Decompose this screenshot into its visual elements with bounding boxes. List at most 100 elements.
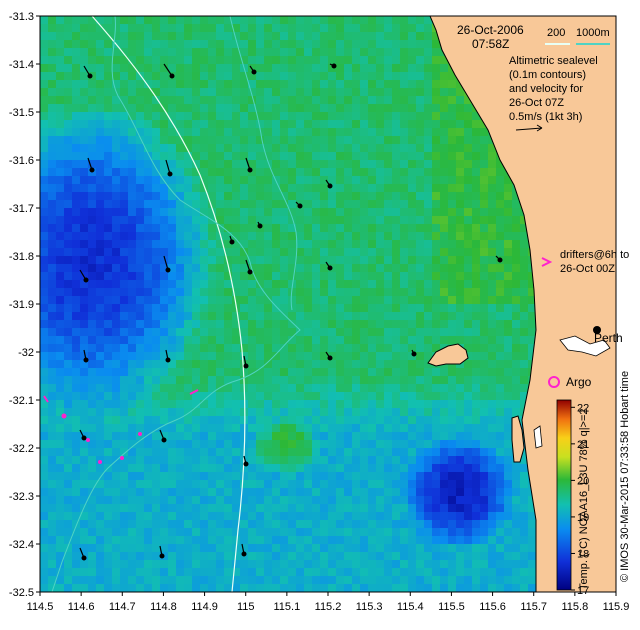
- sst-cell: [360, 168, 368, 176]
- sst-cell: [360, 456, 368, 464]
- sst-cell: [120, 384, 128, 392]
- sst-cell: [200, 360, 208, 368]
- sst-cell: [504, 424, 512, 432]
- sst-cell: [360, 424, 368, 432]
- sst-cell: [352, 32, 360, 40]
- sst-cell: [272, 544, 280, 552]
- sst-cell: [40, 160, 48, 168]
- sst-cell: [368, 480, 376, 488]
- sst-cell: [208, 104, 216, 112]
- sst-cell: [424, 200, 432, 208]
- sst-cell: [144, 120, 152, 128]
- sst-cell: [376, 200, 384, 208]
- sst-cell: [200, 304, 208, 312]
- sst-cell: [360, 96, 368, 104]
- sst-cell: [432, 64, 440, 72]
- sst-cell: [136, 344, 144, 352]
- sst-cell: [376, 344, 384, 352]
- sst-cell: [448, 200, 456, 208]
- sst-cell: [80, 16, 88, 24]
- sst-cell: [384, 376, 392, 384]
- sst-cell: [184, 320, 192, 328]
- sst-cell: [328, 240, 336, 248]
- sst-cell: [288, 496, 296, 504]
- sst-cell: [104, 488, 112, 496]
- sst-cell: [176, 16, 184, 24]
- sst-cell: [344, 200, 352, 208]
- sst-cell: [136, 456, 144, 464]
- sst-cell: [392, 16, 400, 24]
- sst-cell: [64, 80, 72, 88]
- sst-cell: [192, 152, 200, 160]
- sst-cell: [184, 184, 192, 192]
- sst-cell: [400, 32, 408, 40]
- sst-cell: [384, 544, 392, 552]
- sst-cell: [320, 512, 328, 520]
- sst-cell: [48, 128, 56, 136]
- sst-cell: [72, 480, 80, 488]
- sst-cell: [240, 528, 248, 536]
- sst-cell: [304, 256, 312, 264]
- sst-cell: [376, 368, 384, 376]
- sst-cell: [128, 208, 136, 216]
- sst-cell: [192, 224, 200, 232]
- sst-cell: [440, 312, 448, 320]
- sst-cell: [136, 312, 144, 320]
- sst-cell: [320, 72, 328, 80]
- sst-cell: [176, 128, 184, 136]
- sst-cell: [200, 368, 208, 376]
- sst-cell: [304, 224, 312, 232]
- sst-cell: [64, 264, 72, 272]
- sst-cell: [240, 280, 248, 288]
- sst-cell: [520, 296, 528, 304]
- sst-cell: [144, 232, 152, 240]
- sst-cell: [88, 400, 96, 408]
- sst-cell: [56, 504, 64, 512]
- sst-cell: [216, 200, 224, 208]
- sst-cell: [352, 64, 360, 72]
- sst-cell: [104, 424, 112, 432]
- sst-cell: [320, 384, 328, 392]
- sst-cell: [224, 328, 232, 336]
- sst-cell: [216, 504, 224, 512]
- sst-cell: [272, 392, 280, 400]
- sst-cell: [448, 392, 456, 400]
- sst-cell: [48, 184, 56, 192]
- sst-cell: [168, 312, 176, 320]
- sst-cell: [368, 296, 376, 304]
- sst-cell: [456, 224, 464, 232]
- sst-cell: [64, 128, 72, 136]
- sst-cell: [376, 160, 384, 168]
- sst-cell: [56, 312, 64, 320]
- sst-cell: [48, 512, 56, 520]
- sst-cell: [152, 416, 160, 424]
- sst-cell: [56, 248, 64, 256]
- sst-cell: [424, 400, 432, 408]
- sst-cell: [280, 184, 288, 192]
- sst-cell: [48, 224, 56, 232]
- sst-cell: [272, 368, 280, 376]
- sst-cell: [400, 160, 408, 168]
- sst-cell: [40, 568, 48, 576]
- sst-cell: [248, 472, 256, 480]
- sst-cell: [72, 256, 80, 264]
- sst-cell: [504, 352, 512, 360]
- sst-cell: [152, 352, 160, 360]
- sst-cell: [104, 248, 112, 256]
- sst-cell: [480, 272, 488, 280]
- sst-cell: [40, 288, 48, 296]
- sst-cell: [240, 272, 248, 280]
- sst-cell: [40, 56, 48, 64]
- sst-cell: [48, 504, 56, 512]
- sst-cell: [80, 480, 88, 488]
- sst-cell: [120, 120, 128, 128]
- sst-cell: [240, 184, 248, 192]
- sst-cell: [352, 72, 360, 80]
- sst-cell: [144, 560, 152, 568]
- sst-cell: [480, 416, 488, 424]
- sst-cell: [88, 304, 96, 312]
- sst-cell: [464, 280, 472, 288]
- sst-cell: [360, 368, 368, 376]
- sst-cell: [312, 208, 320, 216]
- sst-cell: [520, 560, 528, 568]
